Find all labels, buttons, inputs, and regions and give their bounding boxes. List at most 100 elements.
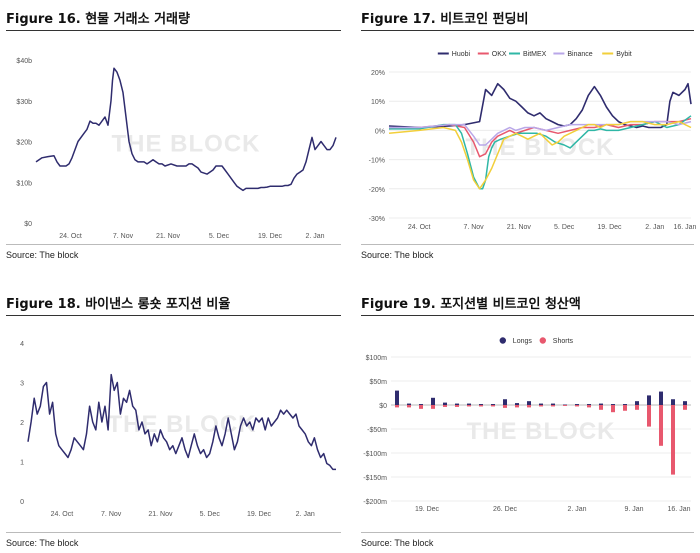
title-rule xyxy=(361,315,694,316)
y-tick-label: -20% xyxy=(369,187,385,194)
figure-16-source: Source: The block xyxy=(6,250,79,260)
bar-shorts xyxy=(527,405,531,408)
legend-label: BitMEX xyxy=(523,51,547,58)
x-tick-label: 2. Jan xyxy=(305,233,324,240)
y-tick-label: $20b xyxy=(16,140,32,147)
bar-longs xyxy=(539,403,543,405)
x-tick-label: 19. Dec xyxy=(247,511,272,518)
bar-shorts xyxy=(575,405,579,407)
chart-figure-17: THE BLOCK -30% -20% -10% 0% 10% 20% 24. Oct 7. N… xyxy=(369,51,697,231)
bar-shorts xyxy=(623,405,627,411)
y-tick-label: -$200m xyxy=(363,499,387,506)
watermark: THE BLOCK xyxy=(466,134,615,161)
series-line-bitmex xyxy=(389,115,692,190)
bar-shorts xyxy=(443,405,447,407)
title-rule xyxy=(6,315,341,316)
x-tick-label: 21. Nov xyxy=(507,224,532,231)
bar-longs xyxy=(671,399,675,405)
legend-label: Bybit xyxy=(616,51,632,58)
bar-longs xyxy=(587,404,591,405)
x-tick-label: 21. Nov xyxy=(156,233,181,240)
bar-longs xyxy=(491,404,495,405)
figure-17-source: Source: The block xyxy=(361,250,434,260)
y-tick-label: 0% xyxy=(375,128,385,135)
x-tick-label: 5. Dec xyxy=(200,511,221,518)
figure-17-title: Figure 17. 비트코인 펀딩비 xyxy=(361,8,528,27)
y-tick-label: -$100m xyxy=(363,451,387,458)
figure-19-title: Figure 19. 포지션별 비트코인 청산액 xyxy=(361,293,581,312)
y-tick-label: $0 xyxy=(379,403,387,410)
bar-shorts xyxy=(515,405,519,408)
title-rule xyxy=(361,30,694,31)
x-tick-label: 21. Nov xyxy=(148,511,173,518)
bar-shorts xyxy=(431,405,435,409)
figure-label: Figure 18. xyxy=(6,297,81,312)
bar-shorts xyxy=(551,405,555,407)
series-line xyxy=(27,373,336,471)
bar-longs xyxy=(395,390,399,405)
bar-shorts xyxy=(635,405,639,410)
bar-shorts xyxy=(587,405,591,408)
figure-label: Figure 17. xyxy=(361,12,436,27)
series-line xyxy=(35,67,337,192)
y-tick-label: $40b xyxy=(16,58,32,65)
x-tick-label: 2. Jan xyxy=(645,224,664,231)
chart-figure-18: THE BLOCK 0 1 2 3 4 24. Oct 7. Nov 21. Nov 5. Dec… xyxy=(20,341,336,518)
series-line-bybit xyxy=(388,120,692,190)
bar-shorts xyxy=(503,405,507,408)
source-rule xyxy=(361,532,694,533)
legend-marker xyxy=(499,337,506,344)
bar-longs xyxy=(431,397,435,405)
watermark: THE BLOCK xyxy=(108,411,257,438)
x-tick-label: 19. Dec xyxy=(415,506,440,513)
y-tick-label: $50m xyxy=(369,379,387,386)
bar-shorts xyxy=(599,405,603,410)
x-tick-label: 5. Dec xyxy=(209,233,230,240)
bar-longs xyxy=(527,401,531,405)
bar-shorts xyxy=(683,405,687,410)
y-tick-label: -10% xyxy=(369,158,385,165)
bar-shorts xyxy=(395,405,399,408)
bar-shorts xyxy=(455,405,459,407)
bar-longs xyxy=(623,404,627,405)
y-tick-label: $10b xyxy=(16,180,32,187)
bar-shorts xyxy=(611,405,615,413)
x-tick-label: 9. Jan xyxy=(624,506,643,513)
bar-shorts xyxy=(491,405,495,407)
legend-label: Huobi xyxy=(452,51,471,58)
figure-17-panel: Figure 17. 비트코인 펀딩비 THE BLOCK -30% -20% -10… xyxy=(361,8,697,263)
x-tick-label: 16. Jan xyxy=(673,224,696,231)
legend-marker xyxy=(539,337,546,344)
bar-shorts xyxy=(671,405,675,475)
bar-longs xyxy=(467,403,471,405)
y-tick-label: -$50m xyxy=(367,427,387,434)
x-tick-label: 5. Dec xyxy=(554,224,575,231)
legend-label: OKX xyxy=(492,51,507,58)
x-tick-label: 24. Oct xyxy=(51,511,74,518)
bar-shorts xyxy=(659,405,663,446)
figure-label: Figure 19. xyxy=(361,297,436,312)
x-tick-label: 19. Dec xyxy=(597,224,622,231)
y-tick-label: $30b xyxy=(16,99,32,106)
bar-longs xyxy=(611,404,615,405)
x-tick-label: 7. Nov xyxy=(463,224,484,231)
figure-16-panel: Figure 16. 현물 거래소 거래량 THE BLOCK $0 $10b $20… xyxy=(6,8,341,263)
figure-18-source: Source: The block xyxy=(6,538,79,548)
x-tick-label: 24. Oct xyxy=(408,224,431,231)
bar-longs xyxy=(419,404,423,405)
x-tick-label: 2. Jan xyxy=(567,506,586,513)
source-rule xyxy=(6,244,341,245)
x-tick-label: 7. Nov xyxy=(113,233,134,240)
y-tick-label: 4 xyxy=(20,341,24,348)
figure-18-title: Figure 18. 바이낸스 롱숏 포지션 비율 xyxy=(6,293,230,312)
x-tick-label: 2. Jan xyxy=(296,511,315,518)
bar-shorts xyxy=(647,405,651,427)
bar-shorts xyxy=(467,405,471,407)
watermark: THE BLOCK xyxy=(112,131,261,158)
bar-longs xyxy=(647,395,651,405)
figure-title-text: 포지션별 비트코인 청산액 xyxy=(440,297,581,312)
bar-shorts xyxy=(407,405,411,408)
legend-label: Longs xyxy=(513,338,533,345)
chart-figure-16: THE BLOCK $0 $10b $20b $30b $40b 24. Oct 7. Nov… xyxy=(16,58,337,240)
y-tick-label: -30% xyxy=(369,216,385,223)
